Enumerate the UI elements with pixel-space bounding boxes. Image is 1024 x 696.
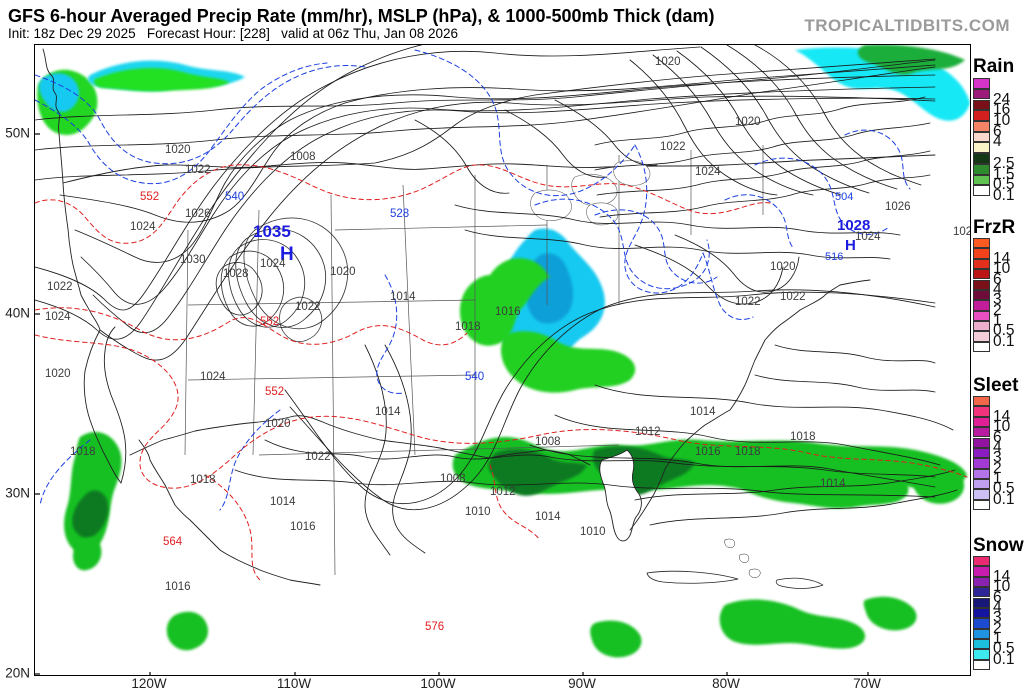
svg-text:1014: 1014: [820, 478, 846, 490]
svg-text:1016: 1016: [165, 581, 191, 593]
svg-text:540: 540: [225, 191, 244, 203]
svg-text:552: 552: [140, 191, 159, 203]
svg-text:1022: 1022: [305, 451, 331, 463]
svg-text:1020: 1020: [770, 261, 796, 273]
svg-text:1020: 1020: [330, 266, 356, 278]
svg-text:1020: 1020: [735, 116, 761, 128]
svg-text:1014: 1014: [690, 406, 716, 418]
svg-text:1035: 1035: [253, 222, 291, 241]
svg-text:1020: 1020: [45, 368, 71, 380]
svg-text:1010: 1010: [465, 506, 491, 518]
svg-text:1024: 1024: [45, 311, 71, 323]
svg-text:1024: 1024: [130, 221, 156, 233]
svg-text:1010: 1010: [580, 526, 606, 538]
svg-text:540: 540: [465, 371, 484, 383]
svg-text:1024: 1024: [260, 258, 286, 270]
svg-text:1024: 1024: [200, 371, 226, 383]
svg-text:1018: 1018: [190, 474, 216, 486]
svg-text:1008: 1008: [440, 473, 466, 485]
svg-text:1018: 1018: [735, 446, 761, 458]
svg-text:528: 528: [390, 208, 409, 220]
svg-text:1024: 1024: [695, 166, 721, 178]
svg-text:504: 504: [835, 191, 853, 203]
svg-text:1028: 1028: [837, 217, 870, 234]
svg-text:1020: 1020: [165, 144, 191, 156]
svg-text:1022: 1022: [735, 296, 761, 308]
svg-text:1016: 1016: [695, 446, 721, 458]
svg-text:1018: 1018: [790, 431, 816, 443]
svg-text:516: 516: [825, 251, 843, 263]
svg-text:1018: 1018: [455, 321, 481, 333]
svg-text:1028: 1028: [223, 268, 249, 280]
svg-text:H: H: [845, 237, 856, 254]
svg-text:1008: 1008: [290, 151, 316, 163]
svg-text:1014: 1014: [390, 291, 416, 303]
svg-text:1026: 1026: [185, 208, 211, 220]
svg-text:1030: 1030: [180, 254, 206, 266]
svg-text:1016: 1016: [290, 521, 316, 533]
svg-text:552: 552: [260, 316, 279, 328]
svg-text:1014: 1014: [375, 406, 401, 418]
svg-text:1008: 1008: [535, 436, 561, 448]
svg-text:576: 576: [425, 621, 444, 633]
svg-text:1020: 1020: [655, 56, 681, 68]
svg-text:1022: 1022: [295, 301, 321, 313]
svg-text:552: 552: [265, 386, 284, 398]
svg-text:1018: 1018: [70, 446, 96, 458]
svg-text:1012: 1012: [490, 486, 516, 498]
svg-text:564: 564: [163, 536, 183, 548]
svg-text:1012: 1012: [635, 426, 661, 438]
svg-text:1022: 1022: [185, 164, 211, 176]
svg-text:1020: 1020: [953, 226, 971, 238]
svg-text:1014: 1014: [270, 496, 296, 508]
svg-text:1022: 1022: [660, 141, 686, 153]
svg-text:1016: 1016: [495, 306, 521, 318]
svg-text:1026: 1026: [885, 201, 911, 213]
svg-text:1014: 1014: [535, 511, 561, 523]
svg-text:1020: 1020: [265, 418, 291, 430]
svg-text:1022: 1022: [780, 291, 806, 303]
svg-text:1022: 1022: [47, 281, 73, 293]
